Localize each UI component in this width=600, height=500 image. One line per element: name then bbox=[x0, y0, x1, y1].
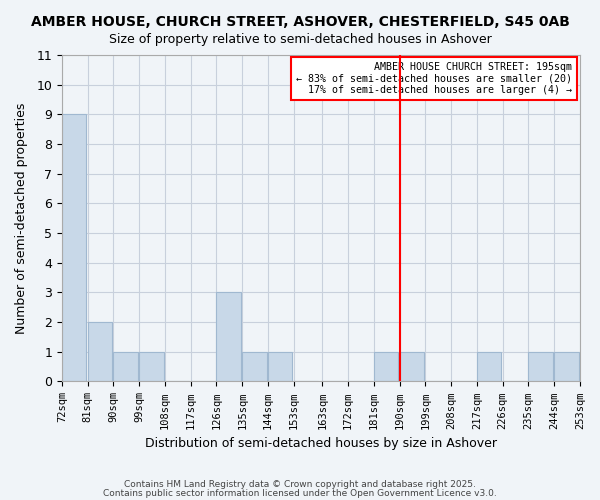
Text: Size of property relative to semi-detached houses in Ashover: Size of property relative to semi-detach… bbox=[109, 32, 491, 46]
Bar bbox=[62, 114, 86, 382]
Text: Contains public sector information licensed under the Open Government Licence v3: Contains public sector information licen… bbox=[103, 489, 497, 498]
Bar bbox=[139, 352, 164, 382]
Text: AMBER HOUSE CHURCH STREET: 195sqm
← 83% of semi-detached houses are smaller (20): AMBER HOUSE CHURCH STREET: 195sqm ← 83% … bbox=[296, 62, 572, 94]
Bar bbox=[374, 352, 398, 382]
Bar bbox=[554, 352, 578, 382]
Bar bbox=[477, 352, 501, 382]
Y-axis label: Number of semi-detached properties: Number of semi-detached properties bbox=[15, 102, 28, 334]
Bar bbox=[529, 352, 553, 382]
Bar bbox=[113, 352, 138, 382]
Bar bbox=[88, 322, 112, 382]
Bar bbox=[400, 352, 424, 382]
Bar bbox=[268, 352, 292, 382]
Text: AMBER HOUSE, CHURCH STREET, ASHOVER, CHESTERFIELD, S45 0AB: AMBER HOUSE, CHURCH STREET, ASHOVER, CHE… bbox=[31, 15, 569, 29]
Bar bbox=[217, 292, 241, 382]
Text: Contains HM Land Registry data © Crown copyright and database right 2025.: Contains HM Land Registry data © Crown c… bbox=[124, 480, 476, 489]
X-axis label: Distribution of semi-detached houses by size in Ashover: Distribution of semi-detached houses by … bbox=[145, 437, 497, 450]
Bar bbox=[242, 352, 266, 382]
